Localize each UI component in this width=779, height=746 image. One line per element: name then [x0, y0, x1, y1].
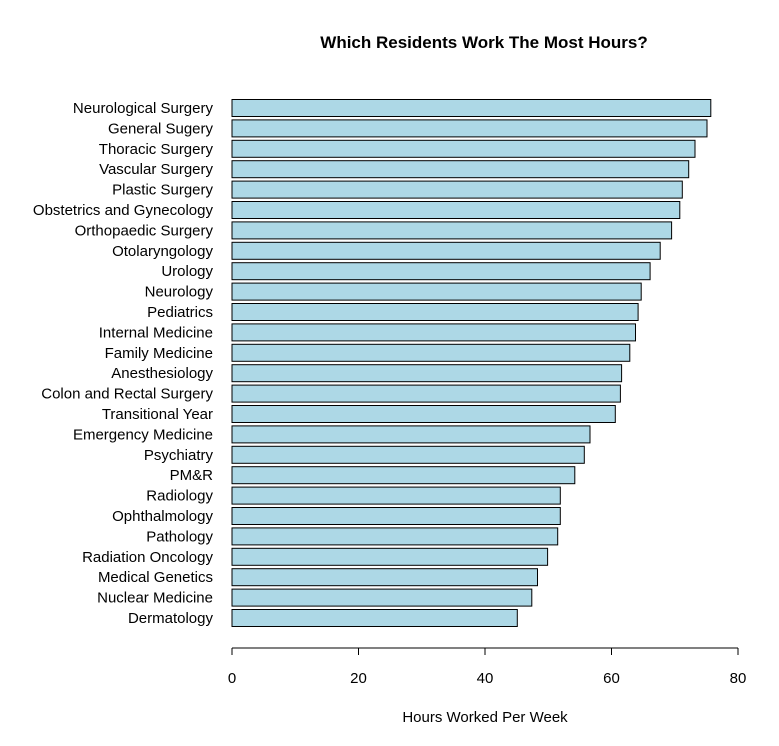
category-label: Ophthalmology: [112, 508, 213, 525]
category-label: Nuclear Medicine: [97, 590, 213, 607]
category-label: Obstetrics and Gynecology: [33, 202, 214, 219]
category-label: PM&R: [170, 467, 214, 484]
bar: [231, 282, 642, 301]
bar: [231, 160, 690, 179]
category-label: Anesthesiology: [111, 365, 213, 382]
chart-title: Which Residents Work The Most Hours?: [320, 33, 647, 52]
bar: [231, 445, 585, 464]
bar: [231, 486, 561, 505]
bar: [231, 201, 681, 219]
bar: [231, 384, 621, 403]
bar: [231, 405, 616, 423]
bar: [231, 425, 591, 444]
category-label: Dermatology: [128, 610, 214, 627]
bar: [231, 547, 549, 566]
bar: [231, 364, 623, 383]
bar: [231, 343, 631, 362]
category-label: Pediatrics: [147, 304, 213, 321]
category-label: Transitional Year: [102, 406, 213, 423]
bar: [231, 466, 576, 485]
category-label: Otolaryngology: [112, 243, 213, 260]
bar: [231, 119, 708, 138]
bar: [231, 241, 661, 260]
bar: [231, 221, 673, 240]
x-axis: 0 20 40 60 80: [228, 647, 747, 687]
category-label: Psychiatry: [144, 447, 214, 464]
bar: [231, 262, 651, 281]
category-label: Urology: [161, 263, 213, 280]
category-label: Radiology: [146, 488, 213, 505]
bar: [231, 507, 561, 525]
category-label: Orthopaedic Surgery: [75, 222, 214, 239]
bar: [231, 568, 538, 587]
x-tick-label: 40: [477, 670, 494, 687]
x-tick-label: 60: [603, 670, 620, 687]
bar: [231, 99, 712, 117]
category-label: Thoracic Surgery: [99, 141, 214, 158]
category-label: Vascular Surgery: [99, 161, 213, 178]
bar: [231, 527, 559, 546]
category-labels: Neurological Surgery General Sugery Thorac…: [33, 100, 214, 627]
category-label: Internal Medicine: [99, 324, 213, 341]
category-label: Pathology: [146, 528, 213, 545]
category-label: Family Medicine: [105, 345, 213, 362]
category-label: Colon and Rectal Surgery: [41, 386, 213, 403]
bar: [231, 139, 696, 158]
bar: [231, 323, 636, 342]
category-label: Neurology: [145, 284, 214, 301]
bar: [231, 609, 518, 627]
x-tick-label: 20: [350, 670, 367, 687]
x-axis-label: Hours Worked Per Week: [402, 709, 568, 726]
category-label: Radiation Oncology: [82, 549, 213, 566]
bar: [231, 303, 639, 321]
category-label: Medical Genetics: [98, 569, 213, 586]
x-tick-label: 0: [228, 670, 236, 687]
x-tick-label: 80: [730, 670, 747, 687]
bar: [231, 180, 683, 199]
category-label: General Sugery: [108, 120, 214, 137]
category-label: Neurological Surgery: [73, 100, 214, 117]
bars-group: [231, 99, 712, 627]
bar: [231, 588, 533, 607]
category-label: Emergency Medicine: [73, 426, 213, 443]
category-label: Plastic Surgery: [112, 182, 213, 199]
